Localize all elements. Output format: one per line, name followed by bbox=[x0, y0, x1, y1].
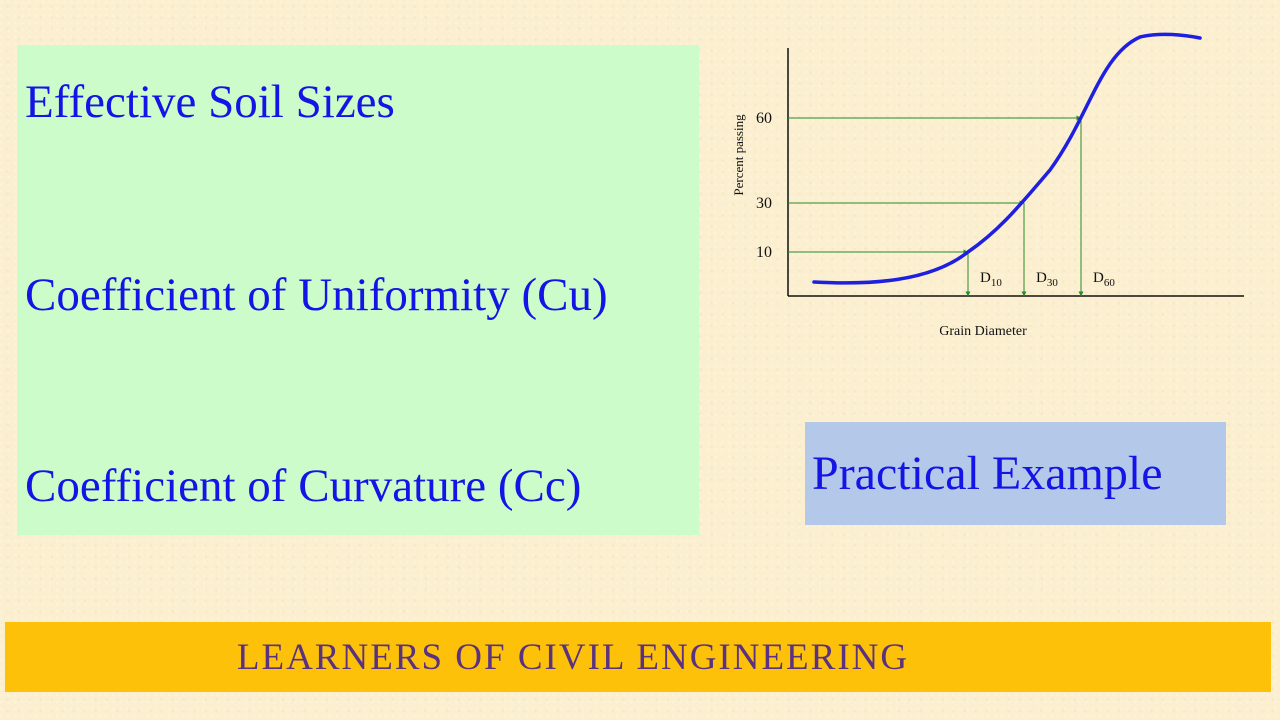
footer-title: Learners of Civil Engineering bbox=[236, 636, 910, 678]
grain-size-distribution-chart: 60 30 10 D10 D30 D60 Percent passing Grain D… bbox=[731, 32, 1244, 339]
topic-coefficient-of-curvature: Coefficient of Curvature (Cc) bbox=[25, 460, 582, 512]
y-axis-label: Percent passing bbox=[731, 114, 746, 196]
footer-banner: Learners of Civil Engineering bbox=[5, 622, 1271, 692]
y-tick-label-10: 10 bbox=[756, 244, 772, 261]
marker-label-d30: D30 bbox=[1036, 270, 1058, 289]
guide-lines bbox=[788, 115, 1084, 297]
y-tick-label-60: 60 bbox=[756, 110, 772, 127]
practical-example-button[interactable]: Practical Example bbox=[805, 422, 1226, 525]
x-axis-label: Grain Diameter bbox=[939, 324, 1027, 339]
topic-effective-soil-sizes: Effective Soil Sizes bbox=[25, 76, 395, 128]
gradation-curve bbox=[812, 32, 1202, 285]
topic-coefficient-of-uniformity: Coefficient of Uniformity (Cu) bbox=[25, 269, 608, 321]
y-tick-label-30: 30 bbox=[756, 195, 772, 212]
marker-label-d10: D10 bbox=[980, 270, 1002, 289]
topics-panel: Effective Soil Sizes Coefficient of Unif… bbox=[17, 45, 699, 535]
marker-label-d60: D60 bbox=[1093, 270, 1115, 289]
